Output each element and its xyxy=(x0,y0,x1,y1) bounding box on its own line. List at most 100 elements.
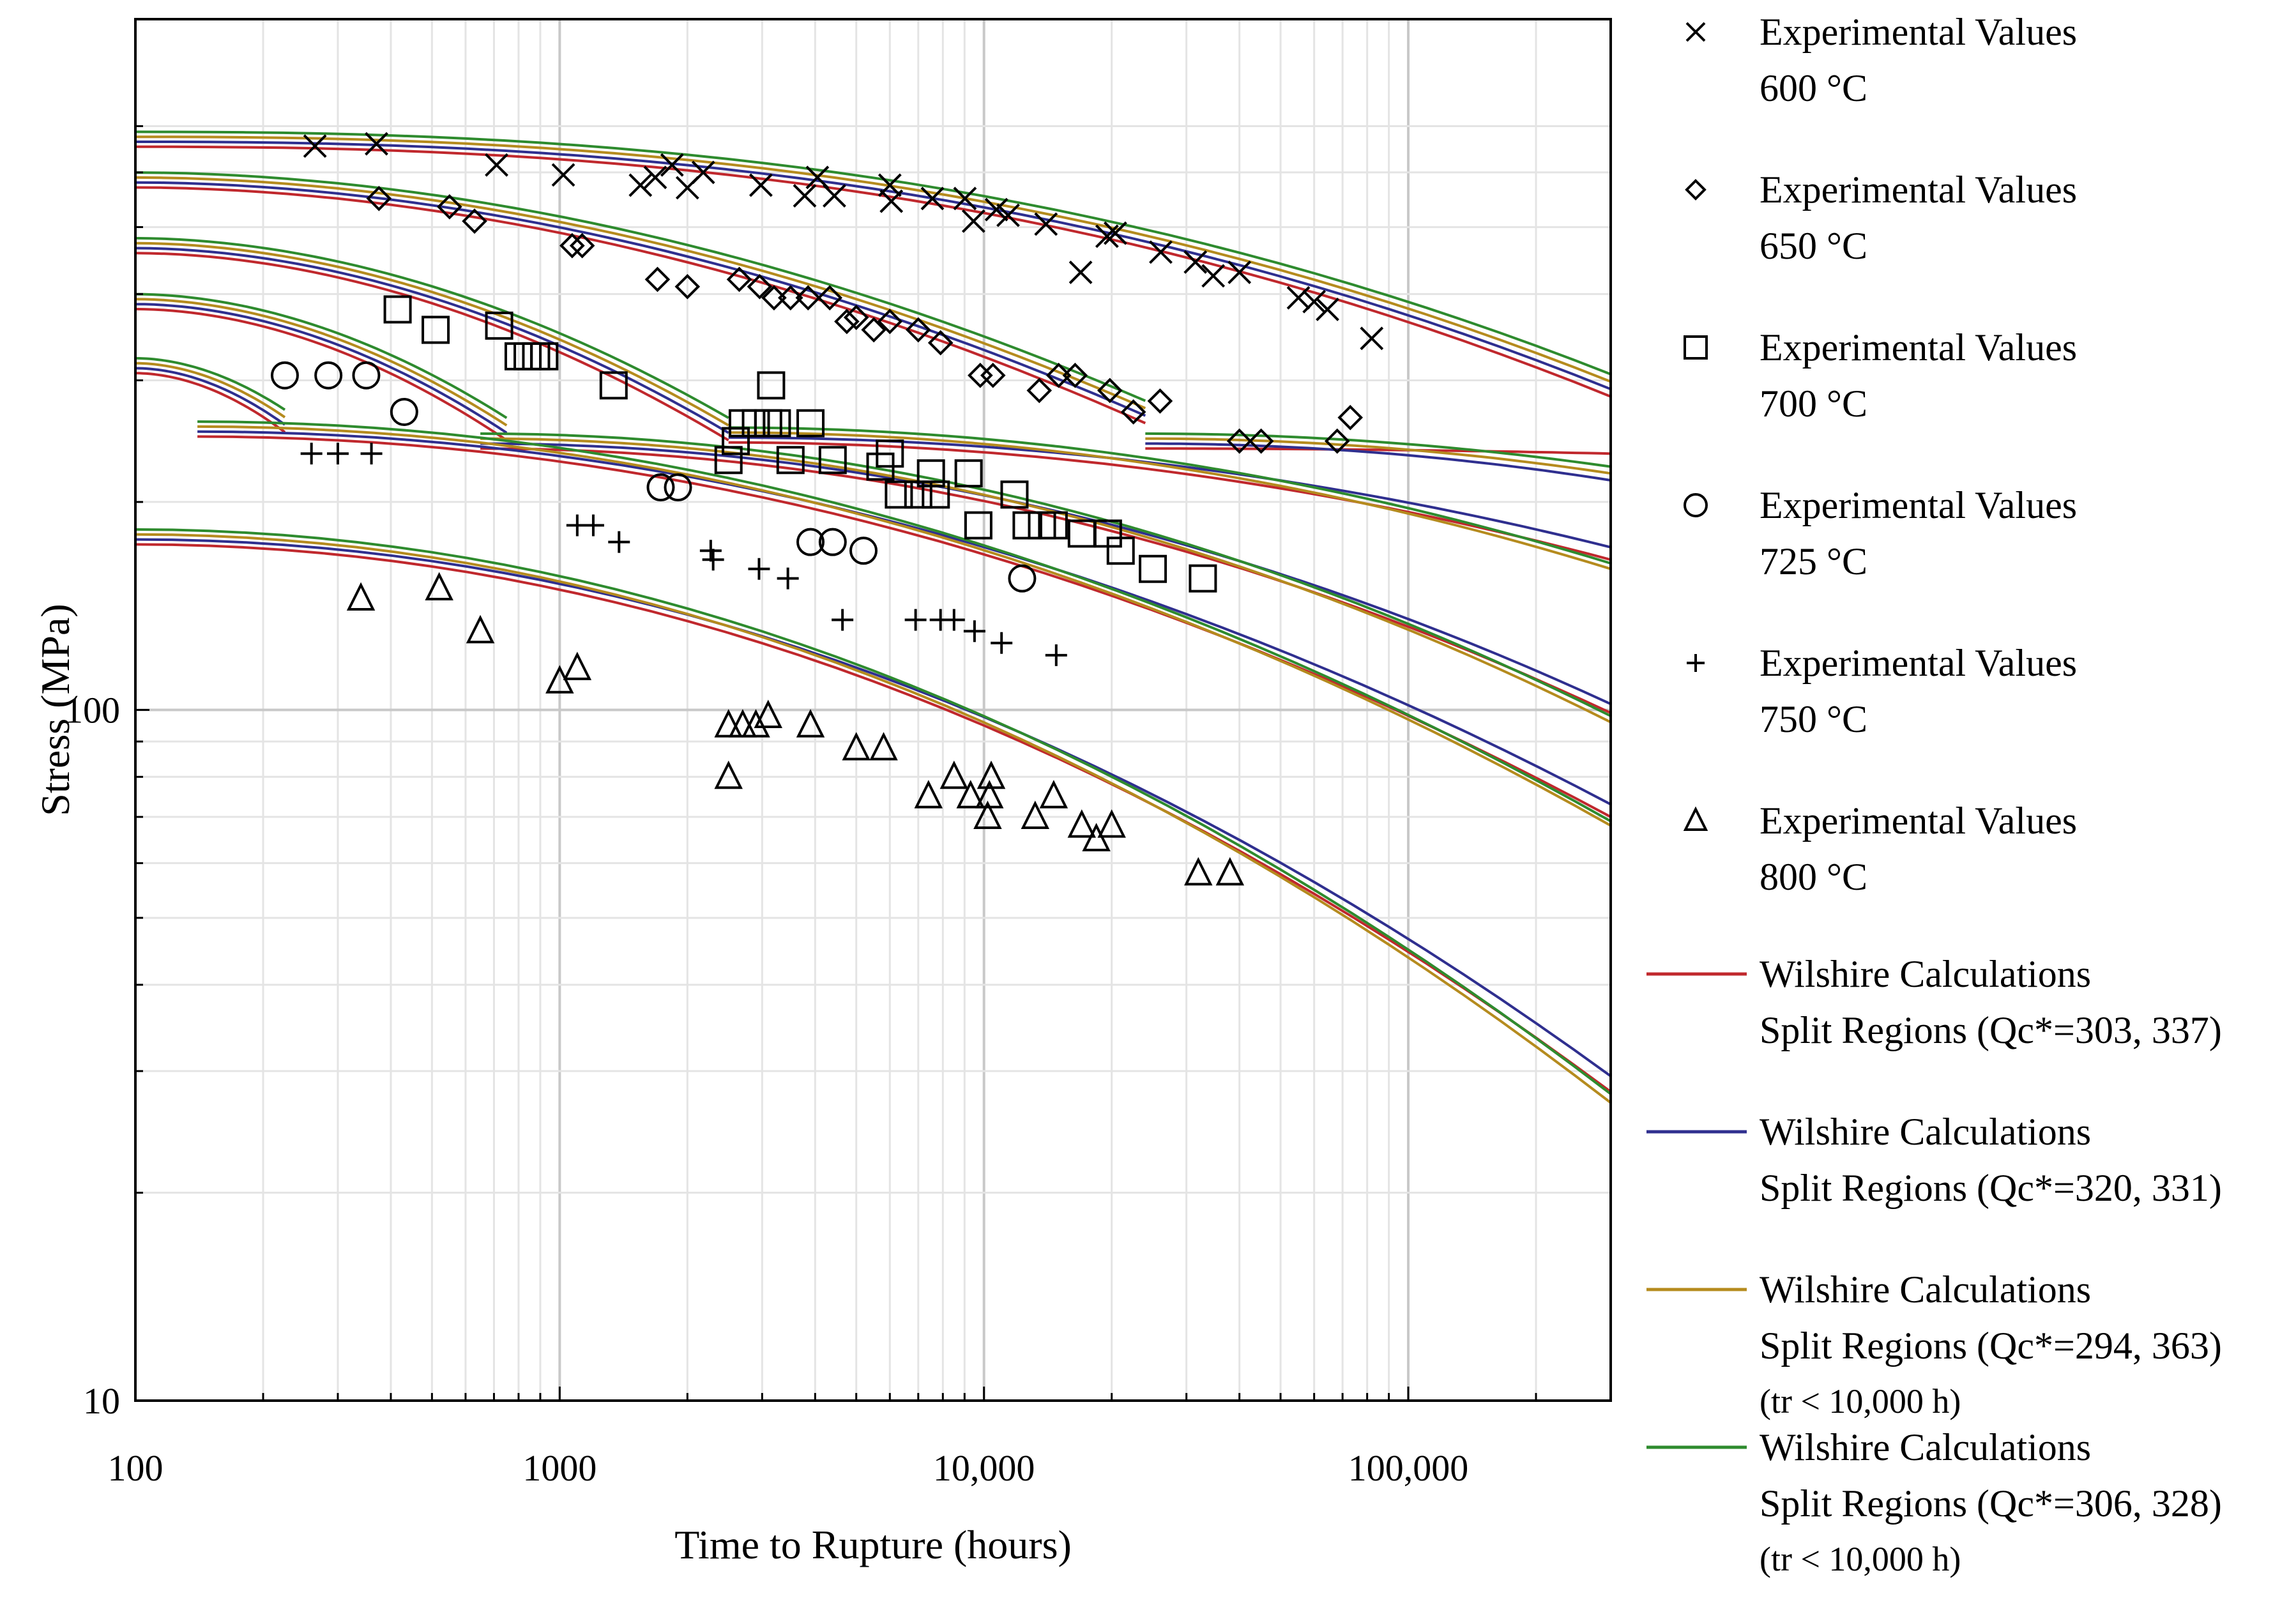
diamond-marker xyxy=(1097,377,1123,404)
data-point-plus xyxy=(777,567,799,590)
data-point-square xyxy=(757,371,786,400)
data-point-square xyxy=(796,409,825,438)
model-curve-upper xyxy=(135,236,729,420)
model-curve-lower xyxy=(728,441,1611,561)
x-marker-stroke xyxy=(984,197,1008,222)
data-point-diamond xyxy=(1026,377,1053,404)
square-marker xyxy=(1039,511,1068,540)
x-marker-stroke xyxy=(691,160,715,185)
square-marker xyxy=(1012,511,1041,540)
circle-marker xyxy=(1684,493,1708,517)
data-point-diamond xyxy=(644,266,671,293)
circle-marker xyxy=(270,361,299,390)
data-point-triangle xyxy=(425,572,453,601)
model-curves xyxy=(135,130,1612,1104)
model-curve-lower xyxy=(135,533,1612,1104)
data-point-plus xyxy=(1045,644,1067,666)
data-point-plus xyxy=(904,609,927,631)
square-marker xyxy=(954,459,983,488)
model-curve-lower xyxy=(197,435,1611,818)
model-curve-upper xyxy=(135,307,508,441)
square-marker xyxy=(818,446,847,475)
data-point-x xyxy=(1183,250,1208,274)
data-point-x xyxy=(660,153,684,177)
diamond-marker xyxy=(877,308,903,335)
x-marker-stroke xyxy=(920,186,945,211)
data-point-square xyxy=(722,427,750,455)
legend-label: Split Regions (Qc*=320, 331) xyxy=(1760,1167,2222,1209)
circle-marker xyxy=(390,397,418,426)
data-point-x xyxy=(1201,264,1226,288)
x-marker-stroke xyxy=(1685,22,1706,42)
square-marker xyxy=(1189,564,1217,593)
data-point-diamond xyxy=(1248,428,1274,454)
data-point-square xyxy=(530,342,559,370)
data-point-diamond xyxy=(905,317,931,343)
diamond-marker xyxy=(366,185,392,211)
square-marker xyxy=(776,446,805,475)
data-point-diamond xyxy=(843,305,869,330)
data-point-x xyxy=(961,209,985,233)
diamond-marker xyxy=(726,266,752,293)
data-point-triangle xyxy=(914,780,943,809)
square-marker xyxy=(485,311,513,340)
data-point-diamond xyxy=(569,232,595,259)
diamond-marker xyxy=(795,285,821,311)
data-point-x xyxy=(365,132,388,156)
diamond-marker xyxy=(1120,399,1146,425)
data-point-x xyxy=(1302,289,1327,314)
x-marker-stroke xyxy=(1095,224,1119,248)
square-marker xyxy=(1000,480,1029,509)
square-marker xyxy=(722,427,750,455)
x-marker-stroke xyxy=(953,186,977,211)
data-point-square xyxy=(954,459,983,488)
data-point-square xyxy=(964,511,992,540)
data-point-diamond xyxy=(366,185,392,211)
circle-marker xyxy=(664,473,692,502)
axis-ticks: 100 1000 10,000 100,000 10 100 xyxy=(65,125,1612,1489)
legend-label: Wilshire Calculations xyxy=(1760,1268,2091,1311)
data-point-diamond xyxy=(817,285,843,311)
data-point-diamond xyxy=(1337,404,1364,430)
diamond-marker xyxy=(777,285,803,311)
model-curve-upper xyxy=(135,367,286,426)
square-marker xyxy=(964,511,992,540)
legend: Experimental Values 600 °C Experimental Va… xyxy=(1646,11,2222,1578)
circle-marker xyxy=(352,361,381,390)
diamond-marker xyxy=(747,273,773,300)
data-point-x xyxy=(1103,221,1127,245)
data-point-circle xyxy=(314,361,343,390)
model-curve-upper xyxy=(135,252,729,442)
data-point-plus xyxy=(832,609,854,631)
triangle-marker xyxy=(754,699,783,728)
triangle-marker xyxy=(1683,806,1708,831)
x-marker-stroke xyxy=(1183,250,1208,274)
circle-marker xyxy=(796,528,825,556)
data-point-circle xyxy=(818,528,847,556)
x-marker-stroke xyxy=(823,184,846,208)
data-point-plus xyxy=(608,531,630,553)
data-point-diamond xyxy=(777,285,803,311)
x-marker-stroke xyxy=(660,153,684,177)
data-point-diamond xyxy=(795,285,821,311)
diamond-marker xyxy=(905,317,931,343)
data-point-x xyxy=(1228,260,1252,284)
x-marker-stroke xyxy=(551,163,575,187)
diamond-marker xyxy=(1045,362,1072,388)
data-point-x xyxy=(879,189,904,213)
data-point-triangle xyxy=(1184,856,1213,886)
data-point-square xyxy=(1106,536,1135,565)
model-curve-upper xyxy=(135,298,508,427)
data-point-circle xyxy=(849,536,878,565)
triangle-marker xyxy=(563,651,592,680)
model-curve-lower xyxy=(1145,442,1611,482)
circle-marker xyxy=(314,361,343,390)
legend-label: Experimental Values xyxy=(1760,326,2077,369)
model-curve-lower xyxy=(480,432,1611,717)
data-point-plus xyxy=(360,443,383,465)
data-point-x xyxy=(1068,260,1093,284)
data-point-plus xyxy=(300,443,323,465)
diamond-marker xyxy=(1226,428,1252,454)
data-point-x xyxy=(1095,224,1119,248)
data-point-x xyxy=(303,134,327,158)
